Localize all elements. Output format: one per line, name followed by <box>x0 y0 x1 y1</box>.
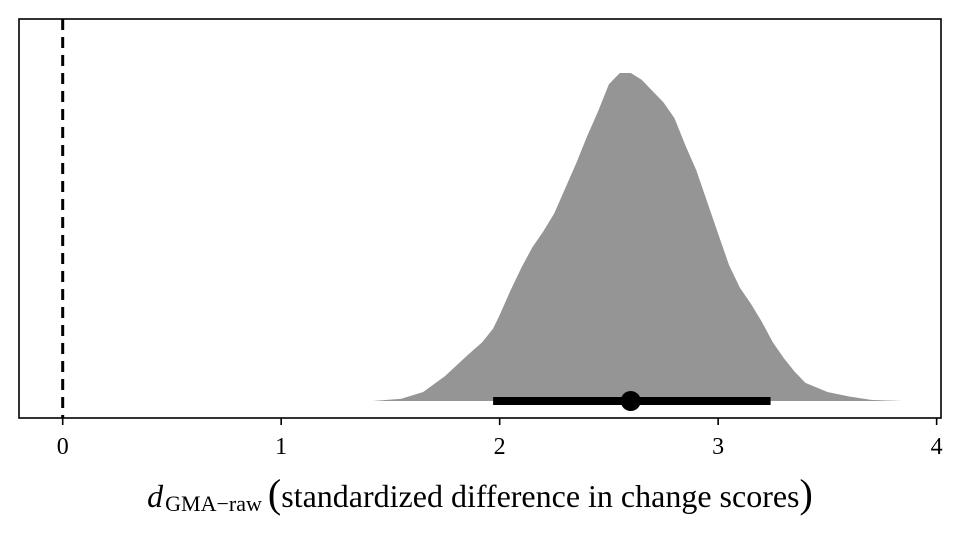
plot-panel-border <box>18 18 942 419</box>
x-axis-open-paren: ( <box>268 471 281 516</box>
x-tick-label: 4 <box>931 434 943 460</box>
x-tick-label: 2 <box>494 434 506 460</box>
posterior-density-area <box>372 73 902 401</box>
point-estimate-marker <box>620 391 641 411</box>
x-axis-label-text: standardized difference in change scores <box>281 478 799 514</box>
x-tick-label: 0 <box>57 434 69 460</box>
x-axis: 0 1 2 3 4 <box>57 418 943 460</box>
x-tick-label: 3 <box>712 434 724 460</box>
x-axis-title: dGMA−raw (standardized difference in chan… <box>147 471 813 516</box>
x-axis-close-paren: ) <box>800 471 813 516</box>
x-axis-symbol: d <box>147 478 164 514</box>
x-axis-subscript: GMA−raw <box>165 491 262 516</box>
x-tick-label: 1 <box>275 434 287 460</box>
